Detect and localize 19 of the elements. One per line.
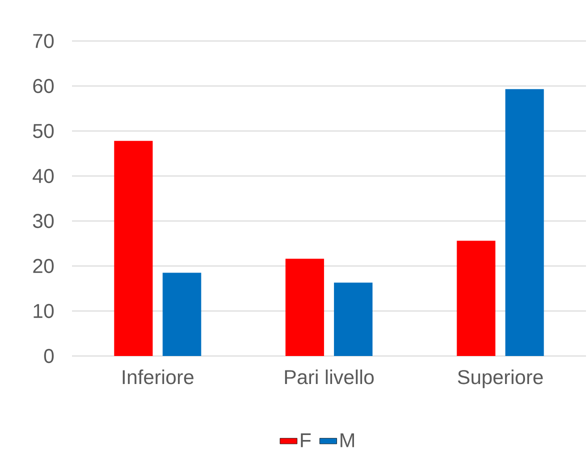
x-tick-label: Inferiore — [122, 370, 194, 384]
bar — [334, 282, 373, 356]
x-tick-label: Superiore — [458, 370, 543, 388]
bar — [114, 140, 153, 356]
legend-label: F — [300, 433, 311, 448]
bar — [162, 272, 202, 356]
y-tick-label: 70 — [33, 34, 54, 48]
bar — [456, 240, 496, 356]
legend-label: M — [340, 433, 354, 448]
bar — [285, 258, 324, 356]
y-tick-label: 10 — [34, 304, 54, 318]
y-tick-label: 50 — [33, 124, 54, 138]
x-tick-label: Pari livello — [285, 370, 374, 384]
y-tick-label: 60 — [33, 78, 54, 94]
y-tick-label: 30 — [32, 214, 54, 228]
y-tick-label: 40 — [32, 168, 54, 184]
y-tick-label: 20 — [33, 258, 54, 274]
bar — [505, 89, 544, 356]
y-tick-label: 0 — [44, 348, 54, 364]
